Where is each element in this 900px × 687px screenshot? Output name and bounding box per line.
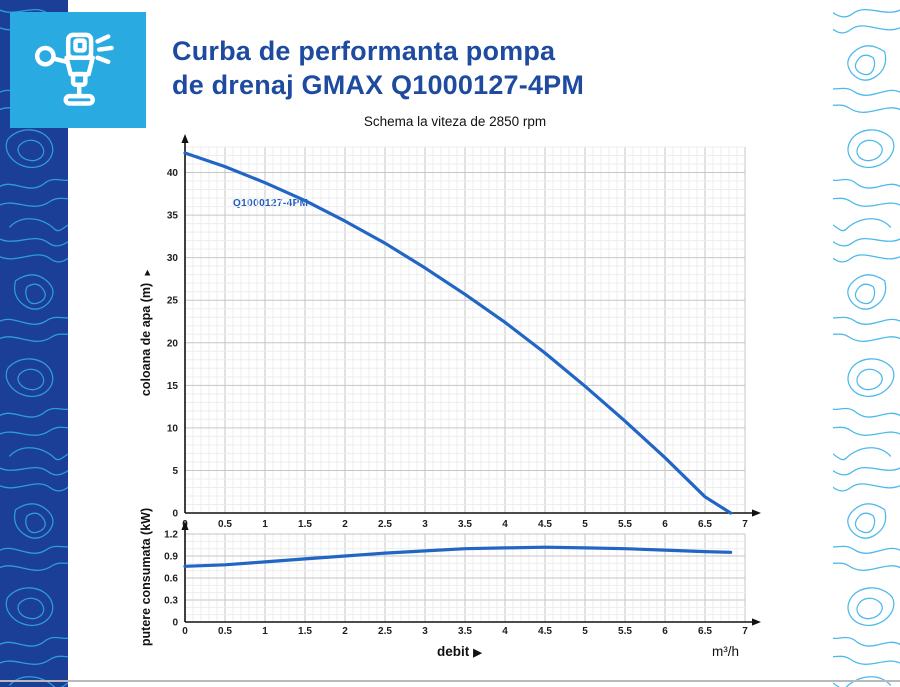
svg-text:3: 3 (422, 519, 428, 530)
brand-icon-tile (10, 12, 146, 128)
svg-text:40: 40 (167, 168, 179, 179)
svg-text:25: 25 (167, 296, 179, 307)
svg-text:0: 0 (182, 626, 188, 637)
svg-text:4: 4 (502, 626, 508, 637)
svg-text:15: 15 (167, 381, 179, 392)
svg-text:1.5: 1.5 (298, 626, 312, 637)
svg-text:3.5: 3.5 (458, 519, 472, 530)
page-title-line1: Curba de performanta pompa (172, 36, 556, 66)
chart-subtitle: Schema la viteza de 2850 rpm (363, 114, 547, 129)
svg-text:6.5: 6.5 (698, 626, 712, 637)
right-decoration-strip (833, 0, 900, 687)
svg-text:20: 20 (167, 338, 179, 349)
x-axis-label-text: debit (437, 644, 470, 659)
svg-text:0.3: 0.3 (164, 596, 178, 607)
svg-text:1.5: 1.5 (298, 519, 312, 530)
svg-text:5.5: 5.5 (618, 519, 632, 530)
svg-text:3: 3 (422, 626, 428, 637)
svg-text:0.9: 0.9 (164, 552, 178, 563)
x-axis-unit: m³/h (712, 644, 739, 659)
svg-text:1: 1 (262, 626, 268, 637)
svg-text:7: 7 (742, 519, 748, 530)
svg-text:10: 10 (167, 423, 179, 434)
power-curve (183, 545, 733, 568)
svg-text:2: 2 (342, 519, 348, 530)
svg-text:0.5: 0.5 (218, 626, 232, 637)
svg-text:6: 6 (662, 626, 668, 637)
x-axis-label: debit ▶ (437, 644, 482, 659)
svg-text:0: 0 (172, 618, 178, 629)
bottom-divider (0, 680, 900, 682)
svg-text:5: 5 (582, 626, 588, 637)
svg-text:6.5: 6.5 (698, 519, 712, 530)
topo-pattern-right-icon (833, 7, 900, 687)
svg-text:35: 35 (167, 211, 179, 222)
svg-text:0.5: 0.5 (218, 519, 232, 530)
curve-label: Q1000127-4PM (233, 198, 309, 209)
svg-text:2: 2 (342, 626, 348, 637)
svg-text:5: 5 (582, 519, 588, 530)
svg-text:0.6: 0.6 (164, 574, 178, 585)
sprinkler-icon (34, 32, 114, 106)
page-title-line2: de drenaj GMAX Q1000127-4PM (172, 70, 585, 100)
svg-text:1.2: 1.2 (164, 530, 178, 541)
head-curve (183, 151, 733, 515)
svg-text:4.5: 4.5 (538, 519, 552, 530)
svg-text:1: 1 (262, 519, 268, 530)
svg-text:0: 0 (172, 509, 178, 520)
svg-text:2.5: 2.5 (378, 519, 392, 530)
svg-text:6: 6 (662, 519, 668, 530)
performance-charts: 00.511.522.533.544.555.566.5705101520253… (164, 134, 761, 637)
svg-text:2.5: 2.5 (378, 626, 392, 637)
svg-text:7: 7 (742, 626, 748, 637)
svg-text:4: 4 (502, 519, 508, 530)
page-title: Curba de performanta pompa de drenaj GMA… (172, 34, 584, 102)
svg-text:30: 30 (167, 253, 179, 264)
svg-text:5: 5 (172, 466, 178, 477)
svg-text:4.5: 4.5 (538, 626, 552, 637)
svg-text:5.5: 5.5 (618, 626, 632, 637)
svg-text:3.5: 3.5 (458, 626, 472, 637)
right-arrow-icon: ▶ (473, 647, 482, 659)
